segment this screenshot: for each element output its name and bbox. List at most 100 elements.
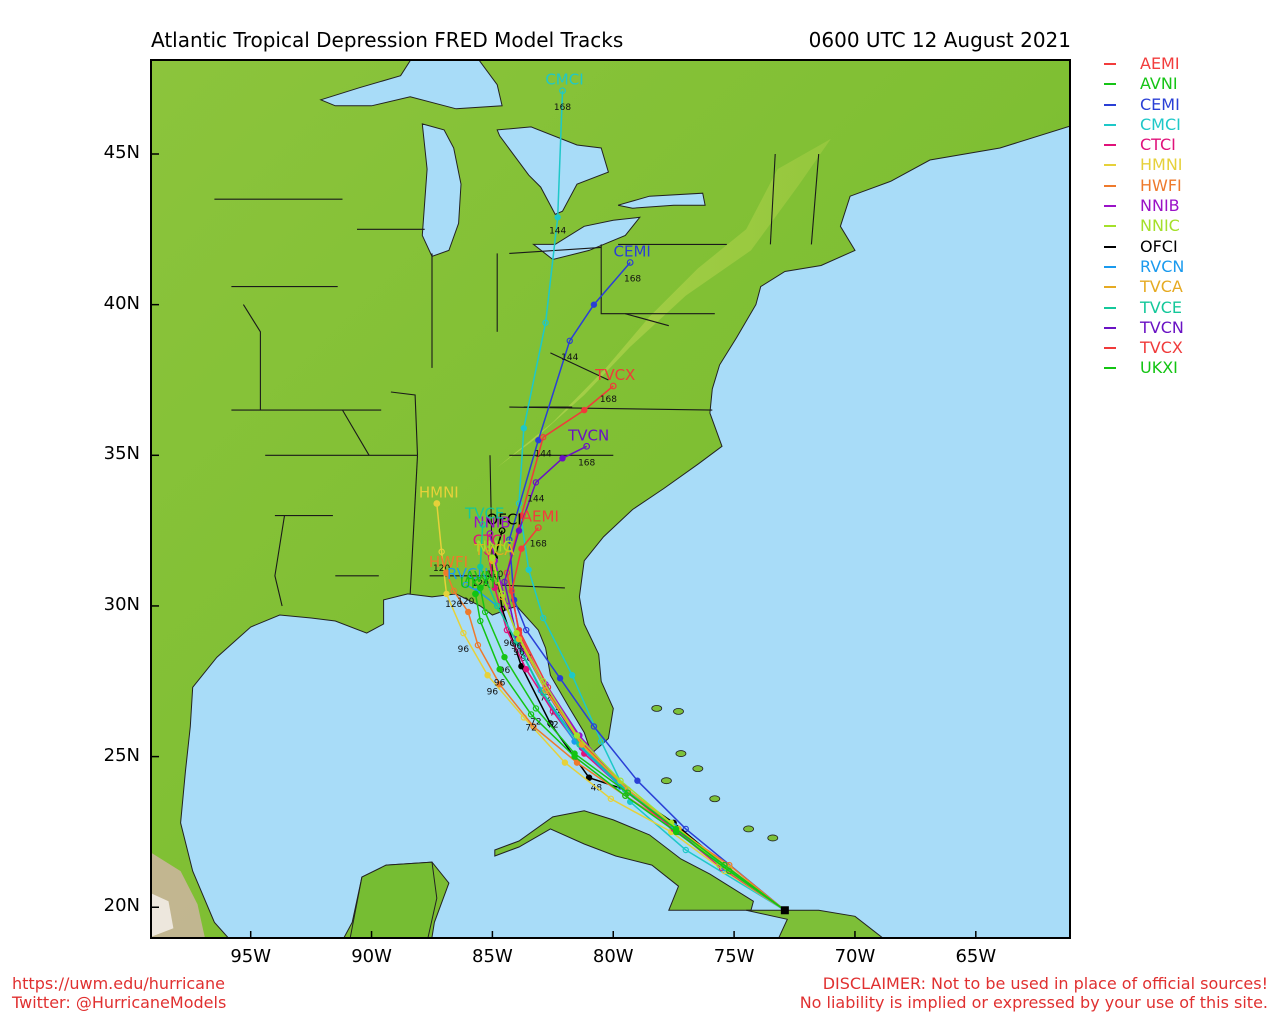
- legend-label: RVCN: [1140, 256, 1185, 276]
- legend-label: TVCA: [1140, 277, 1183, 297]
- forecast-hour-label: 96: [489, 573, 501, 583]
- disclaimer-line-1: DISCLAIMER: Not to be used in place of o…: [822, 974, 1268, 993]
- state-border: [769, 153, 776, 245]
- track-point: [554, 214, 561, 221]
- track-point: [474, 641, 482, 649]
- bahamas-island: [767, 834, 779, 842]
- track-point: [682, 825, 689, 833]
- legend-swatch: [1104, 225, 1116, 228]
- track-point: [532, 479, 540, 486]
- state-borders: [214, 153, 820, 607]
- forecast-hour-label: 120: [457, 597, 474, 607]
- track-point: [462, 581, 470, 589]
- legend-swatch: [1104, 103, 1116, 106]
- track-point: [590, 301, 598, 308]
- legend-swatch: [1104, 245, 1116, 248]
- model-tracks: 144 168 CMCI 144 168 CEMI 144 168 TVCX 144 168 TVCN…: [419, 71, 789, 915]
- legend-item-avni: AVNI: [1102, 74, 1242, 94]
- track-point: [465, 608, 472, 616]
- legend-item-tvcn: TVCN: [1102, 318, 1242, 338]
- legend-item-cemi: CEMI: [1102, 95, 1242, 115]
- footer-links: https://uwm.edu/hurricane Twitter: @Hurr…: [12, 974, 226, 1012]
- forecast-hour-label: 144: [527, 494, 544, 504]
- track-point: [491, 584, 499, 592]
- legend-label: NNIC: [1140, 216, 1180, 236]
- track-point: [561, 759, 569, 766]
- track-end-label: AEMI: [522, 508, 559, 526]
- legend-item-ukxi: UKXI: [1102, 358, 1242, 378]
- track-point: [566, 337, 573, 345]
- cuba-land: [494, 810, 754, 911]
- forecast-hour-label: 96: [521, 654, 533, 664]
- track-point: [501, 653, 508, 661]
- mexico-peaks: [152, 893, 174, 937]
- track-end-label: AVNI: [465, 568, 500, 586]
- legend-label: TVCX: [1140, 338, 1183, 358]
- forecast-hour-label: 120: [445, 600, 462, 610]
- track-point: [539, 614, 547, 622]
- legend-swatch: [1104, 123, 1116, 126]
- track-line-hmni: [436, 503, 786, 911]
- track-end-label: UKXI: [460, 574, 496, 592]
- legend-label: NNIB: [1140, 196, 1180, 216]
- track-point: [523, 666, 530, 673]
- state-border: [810, 153, 820, 245]
- track-end-label: TVCX: [594, 366, 635, 384]
- track-point: [622, 792, 629, 799]
- track-point: [508, 587, 515, 595]
- twitter-handle[interactable]: Twitter: @HurricaneModels: [12, 993, 227, 1012]
- disclaimer: DISCLAIMER: Not to be used in place of o…: [800, 974, 1268, 1012]
- track-point: [496, 666, 503, 673]
- track-end-label: CEMI: [614, 242, 651, 260]
- bahamas-island: [661, 777, 672, 785]
- legend-label: CTCI: [1140, 135, 1176, 155]
- bahamas-island: [692, 765, 704, 773]
- legend-label: UKXI: [1140, 358, 1178, 378]
- legend-label: CEMI: [1140, 94, 1180, 114]
- latitude-tick-label: 25N: [103, 744, 140, 766]
- track-point: [477, 617, 484, 625]
- legend-label: AEMI: [1140, 54, 1180, 73]
- website-link[interactable]: https://uwm.edu/hurricane: [12, 974, 225, 993]
- legend-swatch: [1104, 347, 1116, 350]
- track-end-label: TVCA: [473, 541, 515, 559]
- longitude-tick-label: 75W: [713, 946, 755, 967]
- forecast-hour-label: 72: [525, 723, 536, 733]
- forecast-hour-label: 48: [591, 784, 603, 794]
- track-end-label: TVCN: [567, 426, 609, 444]
- legend-swatch: [1104, 205, 1116, 208]
- track-point: [523, 626, 530, 634]
- track-point: [583, 442, 591, 450]
- legend-item-nnib: NNIB: [1102, 196, 1242, 216]
- track-point: [559, 455, 566, 462]
- map-svg: 144 168 CMCI 144 168 CEMI 144 168 TVCX 144 168 TVCN…: [152, 61, 1069, 937]
- track-point: [682, 846, 689, 854]
- bahamas-island: [673, 708, 684, 715]
- hispaniola-land: [746, 909, 883, 937]
- legend-item-rvcn: RVCN: [1102, 257, 1242, 277]
- track-point: [518, 545, 525, 552]
- longitude-tick-label: 70W: [834, 946, 876, 967]
- latitude-tick-label: 20N: [103, 895, 140, 917]
- lake: [319, 61, 503, 110]
- legend-swatch: [1104, 306, 1116, 309]
- track-cemi: 144 168 CEMI: [506, 242, 789, 914]
- legend: AEMI AVNI CEMI CMCI CTCI HMNI HWFI NNIB NNIC OFCI…: [1102, 54, 1242, 379]
- track-point: [486, 530, 494, 538]
- appalachian-highlands: [497, 138, 831, 468]
- track-point: [438, 548, 445, 555]
- state-border: [390, 391, 419, 456]
- track-point: [607, 795, 615, 802]
- state-border: [409, 455, 419, 594]
- state-border: [509, 246, 602, 254]
- forecast-hour-label: 144: [535, 449, 552, 459]
- track-point: [672, 828, 680, 836]
- track-end-label: RVCN: [447, 565, 489, 583]
- legend-swatch: [1104, 144, 1116, 147]
- forecast-hour-label: 96: [499, 666, 511, 676]
- track-point: [515, 527, 523, 534]
- track-point: [626, 259, 634, 266]
- latitude-tick-label: 45N: [103, 142, 140, 163]
- track-point: [496, 681, 503, 688]
- legend-item-tvca: TVCA: [1102, 277, 1242, 297]
